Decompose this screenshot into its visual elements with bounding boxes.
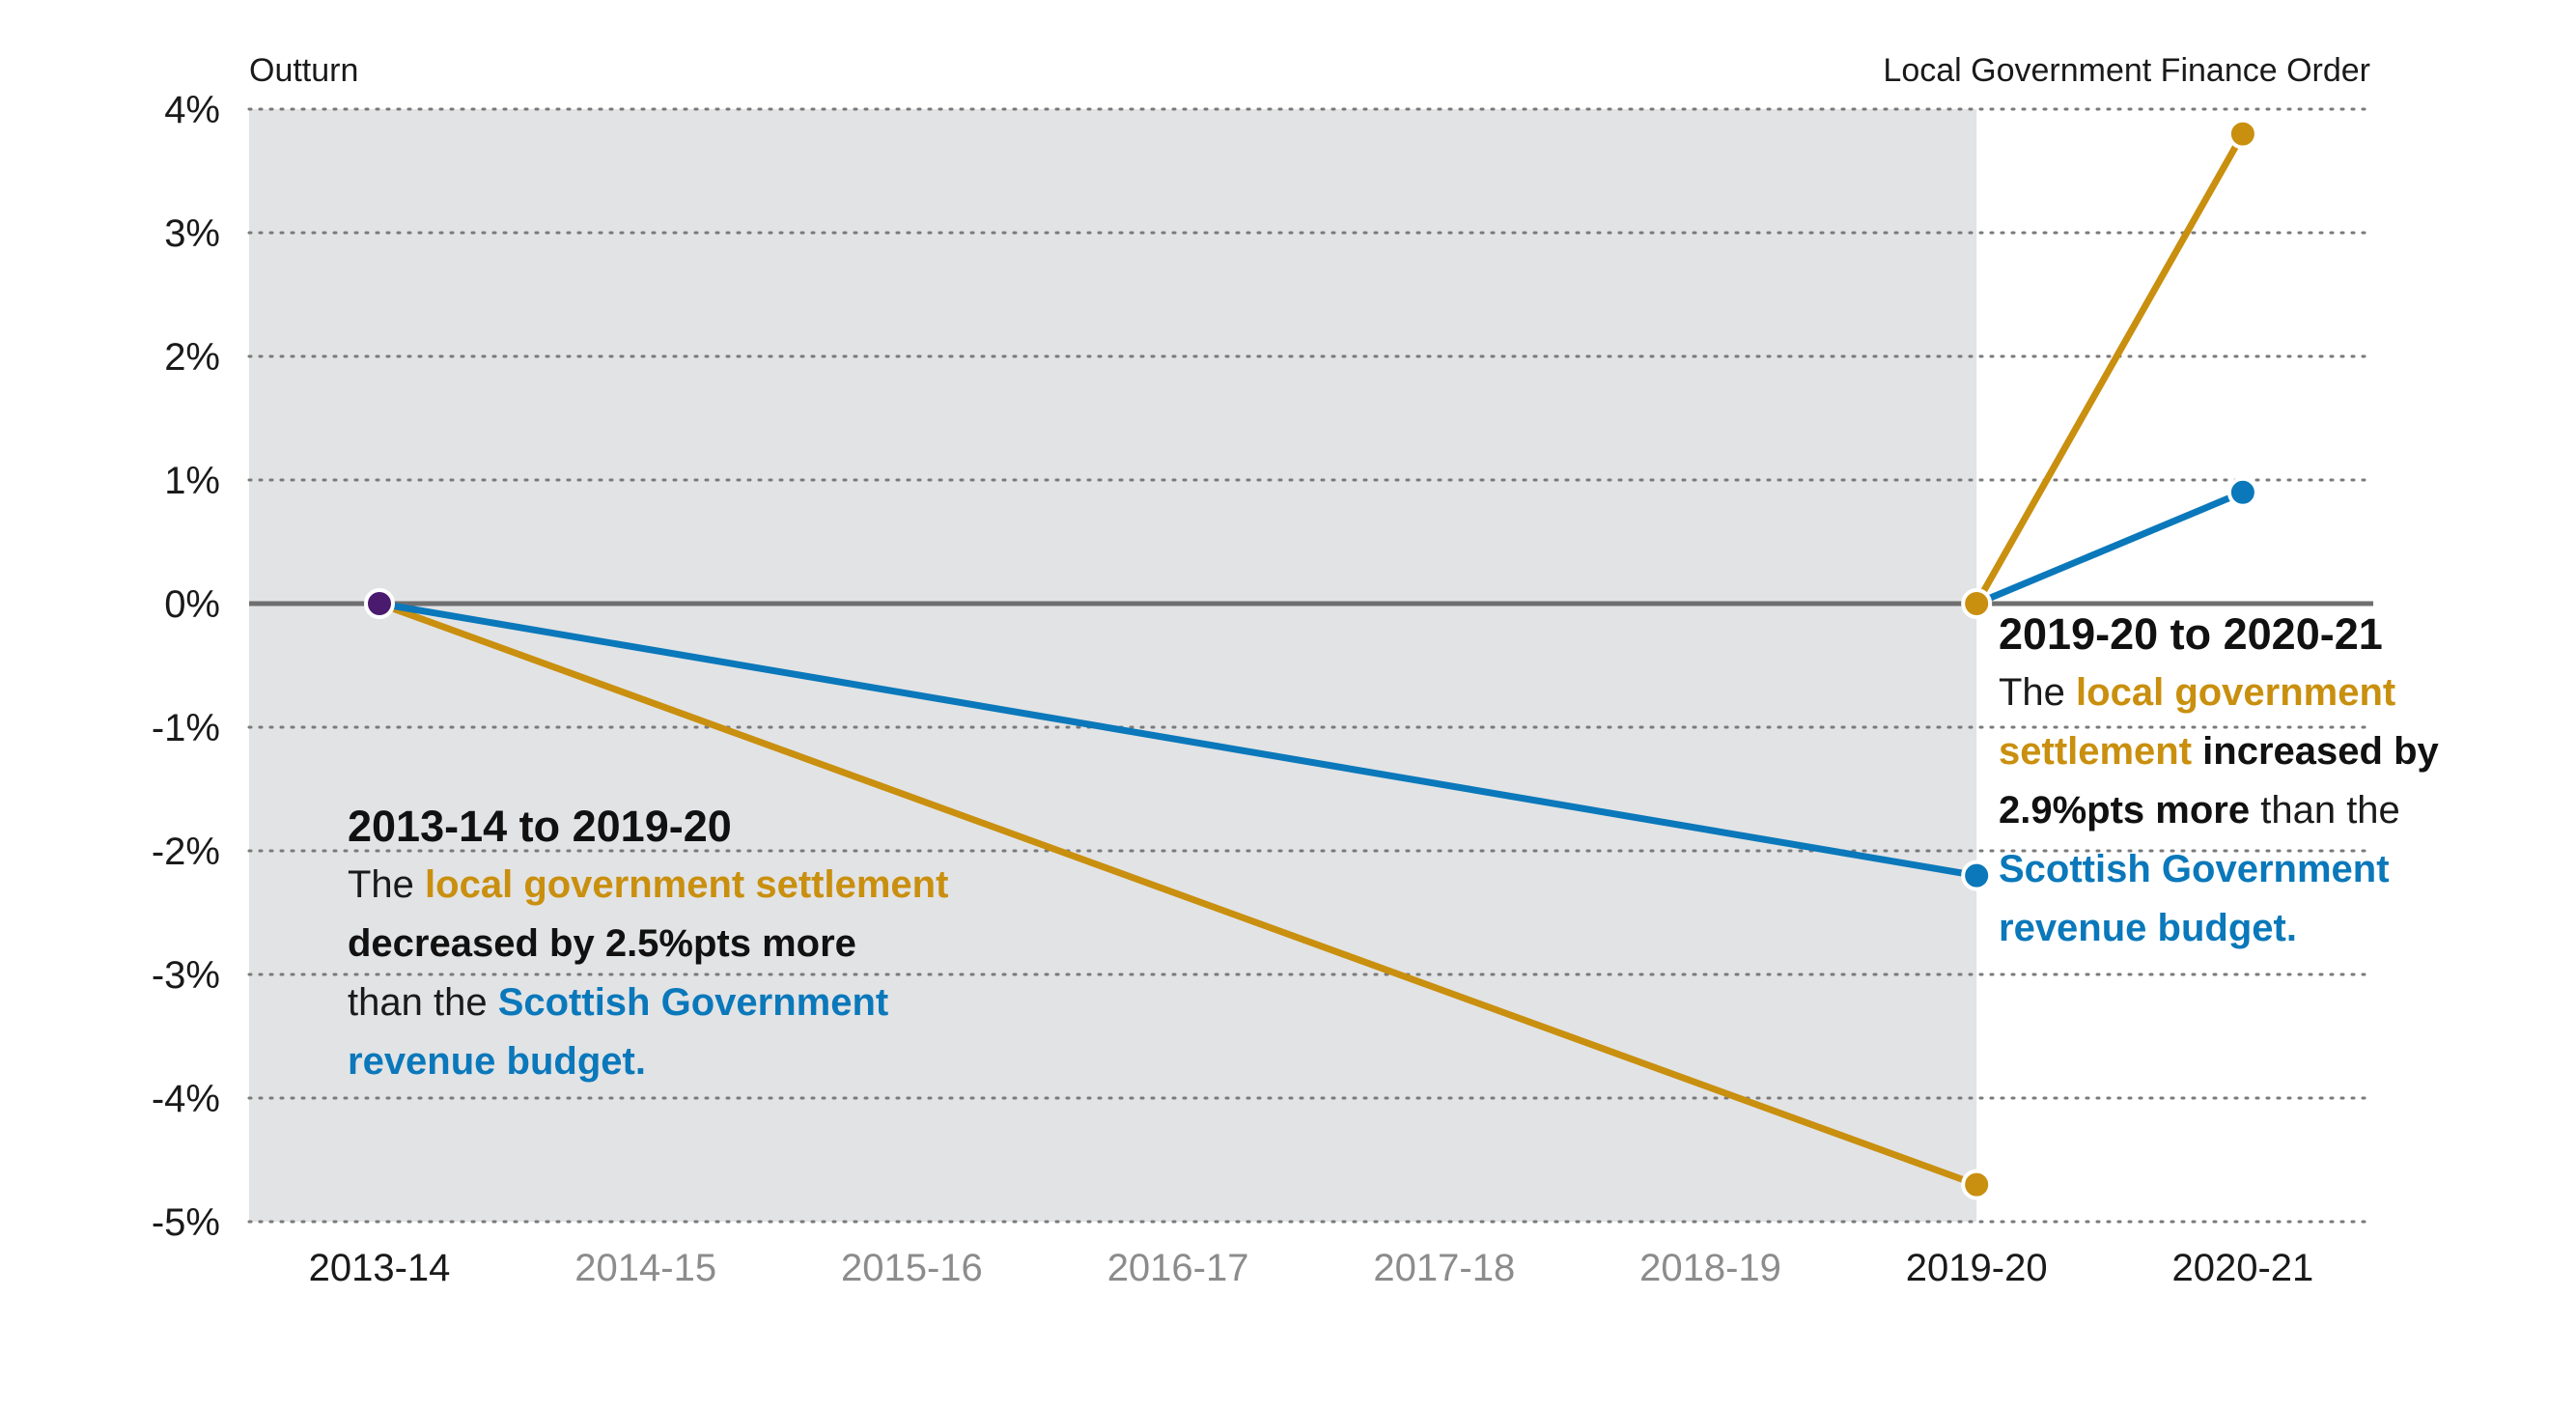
annotation-left-line-3: than the Scottish Government (348, 973, 1081, 1032)
x-tick-2018-19: 2018-19 (1639, 1247, 1781, 1289)
annotation-right-line-2: settlement increased by (1999, 722, 2559, 781)
restart-point-2019-20 (1961, 588, 1993, 619)
annotation-right-text-1: The (1999, 671, 2077, 714)
annotation-2013-14-to-2019-20: 2013-14 to 2019-20 The local government … (348, 797, 1081, 1091)
annotation-right-revenue-budget: revenue budget. (1999, 907, 2297, 949)
outturn-shaded-region (249, 109, 1977, 1222)
annotation-right-line-3: 2.9%pts more than the (1999, 781, 2559, 840)
annotation-left-scottish-government: Scottish Government (497, 981, 889, 1024)
annotation-left-title: 2013-14 to 2019-20 (348, 802, 732, 851)
y-tick-4: -4% (152, 1078, 220, 1120)
y-tick-3: 3% (164, 212, 220, 255)
annotation-left-line-2: decreased by 2.5%pts more (348, 922, 856, 965)
annotation-right-line-1: The local government (1999, 663, 2559, 722)
x-tick-2020-21: 2020-21 (2172, 1247, 2314, 1289)
x-tick-2016-17: 2016-17 (1107, 1247, 1249, 1289)
annotation-left-local-government-settlement: local government settlement (425, 863, 949, 906)
scottish_government-line-segment-2 (1973, 489, 2247, 607)
annotation-2019-20-to-2020-21: 2019-20 to 2020-21 The local government … (1999, 605, 2559, 958)
start-point-2013-14 (364, 588, 395, 619)
y-tick-4: 4% (164, 89, 220, 131)
local-government-finance-order-label: Local Government Finance Order (1883, 52, 2370, 89)
annotation-right-than-the: than the (2250, 789, 2400, 832)
y-tick-5: -5% (152, 1201, 220, 1244)
scottish_government-point-2019-20 (1961, 860, 1993, 891)
y-tick-2: -2% (152, 831, 220, 873)
annotation-right-local-government: local government (2076, 671, 2396, 714)
annotation-left-revenue-budget: revenue budget. (348, 1040, 646, 1083)
local_government-line-segment-1 (376, 600, 1980, 1189)
local_government-point-2020-21-finance-order (2226, 118, 2258, 150)
annotation-right-settlement: settlement (1999, 730, 2193, 773)
annotation-right-title: 2019-20 to 2020-21 (1999, 609, 2383, 659)
y-tick-1: -1% (152, 707, 220, 749)
x-tick-2013-14: 2013-14 (309, 1247, 451, 1289)
annotation-right-scottish-government: Scottish Government (1999, 848, 2390, 890)
annotation-left-text-4: than the (348, 981, 498, 1024)
y-tick-2: 2% (164, 336, 220, 379)
local_government-line-segment-2 (1973, 130, 2247, 607)
x-tick-2015-16: 2015-16 (841, 1247, 983, 1289)
y-tick-3: -3% (152, 954, 220, 997)
x-tick-2017-18: 2017-18 (1373, 1247, 1515, 1289)
scottish_government-point-2020-21-finance-order (2226, 476, 2258, 508)
x-tick-2019-20: 2019-20 (1906, 1247, 2048, 1289)
y-tick-0: 0% (164, 583, 220, 626)
scottish_government-line-segment-1 (376, 600, 1980, 880)
outturn-label: Outturn (249, 52, 358, 89)
local_government-point-2019-20 (1961, 1169, 1993, 1200)
annotation-right-increased-by: increased by (2192, 730, 2439, 773)
annotation-left-line-1: The local government settlement (348, 856, 1081, 915)
y-tick-1: 1% (164, 460, 220, 502)
x-tick-2014-15: 2014-15 (574, 1247, 716, 1289)
annotation-left-text-1: The (348, 863, 426, 906)
annotation-right-2-9-pts-more: 2.9%pts more (1999, 789, 2251, 832)
